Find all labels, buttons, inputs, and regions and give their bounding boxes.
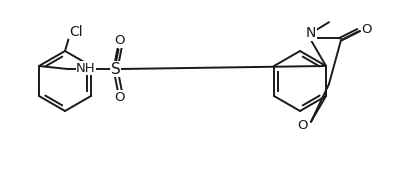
Text: Cl: Cl	[69, 25, 83, 38]
Text: O: O	[114, 34, 125, 47]
Text: O: O	[114, 91, 125, 104]
Text: NH: NH	[76, 62, 96, 75]
Text: N: N	[306, 26, 316, 40]
Text: O: O	[298, 119, 308, 132]
Text: S: S	[111, 62, 121, 77]
Text: O: O	[362, 23, 372, 36]
